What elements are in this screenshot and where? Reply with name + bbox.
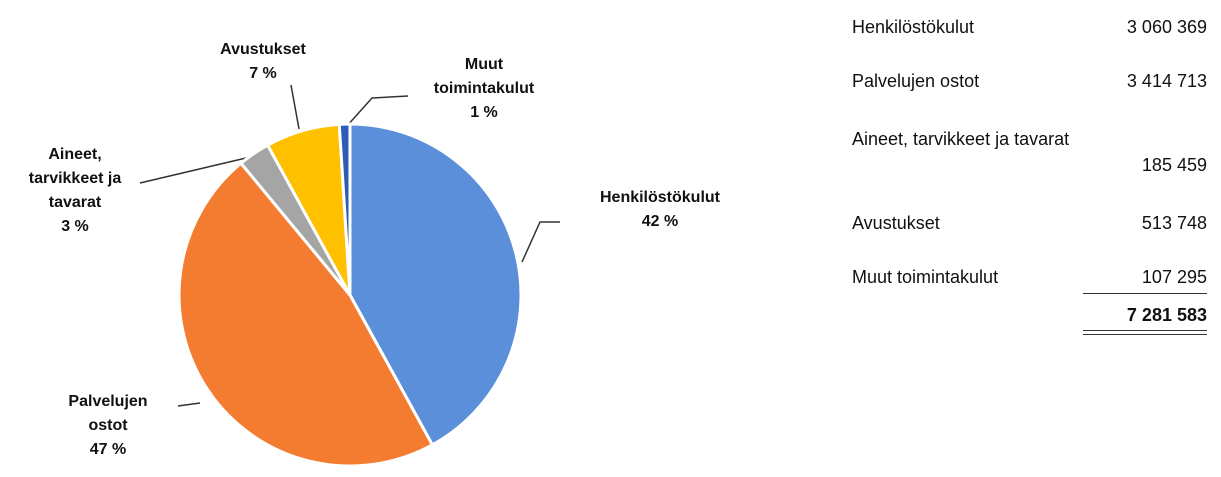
row-name: Muut toimintakulut xyxy=(852,267,999,287)
slice-label: Avustukset xyxy=(220,41,306,58)
underline xyxy=(1083,293,1207,294)
pie-slice xyxy=(177,161,435,468)
row-name: Palvelujen ostot xyxy=(852,71,980,91)
double-underline xyxy=(1083,334,1207,335)
pie-slice xyxy=(337,122,352,296)
slice-label: Henkilöstökulut xyxy=(599,189,720,206)
leader-line xyxy=(139,157,247,184)
slice-value-label: 7 % xyxy=(249,65,277,82)
row-name: Henkilöstökulut xyxy=(852,17,975,37)
leader-lines xyxy=(139,84,560,407)
pie-chart xyxy=(139,84,560,468)
slice-value-label: 42 % xyxy=(641,213,679,230)
row-name: Aineet, tarvikkeet ja tavarat xyxy=(852,129,1070,149)
row-amount: 513 748 xyxy=(1141,213,1207,233)
slice-label: Palvelujen ostot xyxy=(68,393,148,434)
slice-value-label: 47 % xyxy=(89,441,127,458)
row-amount: 185 459 xyxy=(1141,155,1207,175)
leader-line xyxy=(177,402,201,407)
leader-line xyxy=(290,84,300,130)
double-underline xyxy=(1083,330,1207,331)
slices xyxy=(177,122,523,468)
slice-value-label: 3 % xyxy=(61,218,89,235)
slice-value-label: 1 % xyxy=(470,104,498,121)
row-amount: 107 295 xyxy=(1141,267,1207,287)
row-name: Avustukset xyxy=(852,213,940,233)
row-amount: 3 060 369 xyxy=(1126,17,1207,37)
total-amount: 7 281 583 xyxy=(1126,305,1207,325)
leader-line xyxy=(345,95,409,128)
slice-label: Aineet, tarvikkeet ja tavarat xyxy=(28,146,122,211)
row-amount: 3 414 713 xyxy=(1126,71,1207,91)
slice-label: Muut toimintakulut xyxy=(433,56,535,97)
leader-line xyxy=(521,221,560,263)
pie-slice xyxy=(348,122,523,447)
